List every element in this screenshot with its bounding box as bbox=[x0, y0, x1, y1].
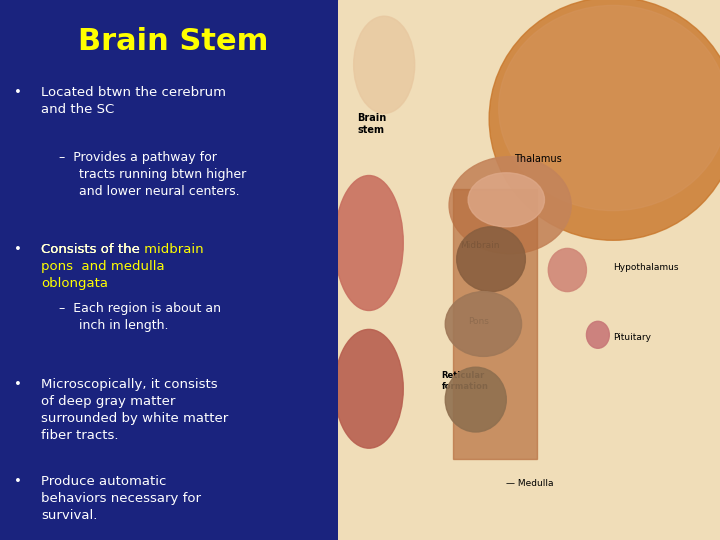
Ellipse shape bbox=[456, 227, 526, 292]
Text: Reticular
formation: Reticular formation bbox=[441, 372, 488, 391]
Ellipse shape bbox=[587, 321, 609, 348]
Ellipse shape bbox=[354, 16, 415, 113]
Ellipse shape bbox=[468, 173, 544, 227]
Text: Pituitary: Pituitary bbox=[613, 333, 651, 342]
Ellipse shape bbox=[449, 157, 571, 254]
Text: Hypothalamus: Hypothalamus bbox=[613, 263, 679, 272]
Text: •: • bbox=[14, 378, 22, 391]
Text: •: • bbox=[14, 475, 22, 488]
Text: Brain
stem: Brain stem bbox=[357, 113, 387, 135]
Bar bbox=[453, 189, 537, 459]
Ellipse shape bbox=[445, 292, 521, 356]
Text: Produce automatic
behaviors necessary for
survival.: Produce automatic behaviors necessary fo… bbox=[42, 475, 202, 522]
Ellipse shape bbox=[489, 0, 720, 240]
Text: Consists of the: Consists of the bbox=[42, 243, 145, 256]
Text: — Medulla: — Medulla bbox=[506, 479, 554, 488]
Text: Brain Stem: Brain Stem bbox=[78, 27, 268, 56]
Text: Microscopically, it consists
of deep gray matter
surrounded by white matter
fibe: Microscopically, it consists of deep gra… bbox=[42, 378, 229, 442]
Text: •: • bbox=[14, 86, 22, 99]
Text: Consists of the: Consists of the bbox=[42, 243, 145, 256]
Text: Pons: Pons bbox=[468, 317, 489, 326]
Text: –  Each region is about an
     inch in length.: – Each region is about an inch in length… bbox=[59, 302, 221, 333]
Text: •: • bbox=[14, 243, 22, 256]
Ellipse shape bbox=[445, 367, 506, 432]
Ellipse shape bbox=[335, 176, 403, 310]
Text: Located btwn the cerebrum
and the SC: Located btwn the cerebrum and the SC bbox=[42, 86, 227, 117]
Text: Consists of the midbrain
pons  and medulla
oblongata: Consists of the midbrain pons and medull… bbox=[42, 243, 204, 290]
Text: Thalamus: Thalamus bbox=[514, 154, 562, 164]
Ellipse shape bbox=[335, 329, 403, 448]
Ellipse shape bbox=[499, 5, 720, 211]
Ellipse shape bbox=[549, 248, 587, 292]
Text: Midbrain: Midbrain bbox=[461, 241, 500, 251]
Text: –  Provides a pathway for
     tracts running btwn higher
     and lower neural : – Provides a pathway for tracts running … bbox=[59, 151, 246, 198]
